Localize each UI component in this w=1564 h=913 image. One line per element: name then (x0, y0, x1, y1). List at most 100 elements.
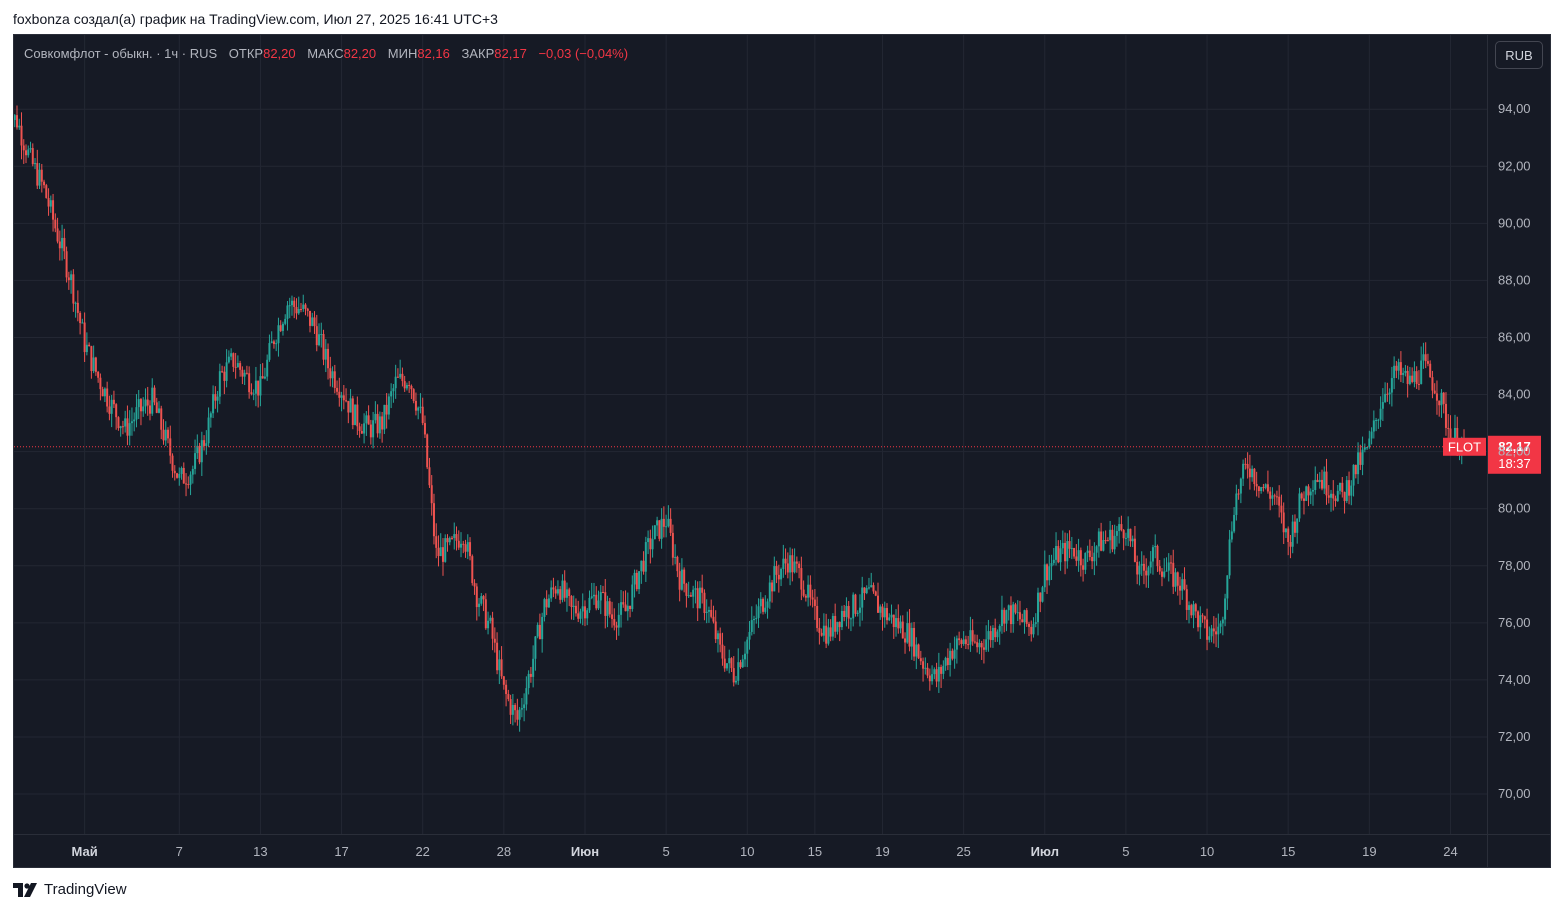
candle-body[interactable] (394, 376, 397, 389)
candle-body[interactable] (626, 605, 629, 612)
candle-body[interactable] (579, 611, 582, 619)
candle-body[interactable] (559, 589, 562, 600)
candle-body[interactable] (638, 571, 641, 590)
candle-body[interactable] (367, 415, 370, 425)
candle-body[interactable] (624, 604, 627, 612)
candle-body[interactable] (1066, 541, 1069, 562)
candle-body[interactable] (207, 417, 210, 444)
candle-body[interactable] (1366, 447, 1369, 449)
candle-body[interactable] (369, 424, 372, 438)
candle-body[interactable] (500, 659, 503, 677)
candle-body[interactable] (1280, 505, 1283, 513)
candle-body[interactable] (1284, 528, 1287, 533)
candle-body[interactable] (1429, 363, 1432, 378)
candle-body[interactable] (667, 518, 670, 527)
candle-body[interactable] (744, 653, 747, 660)
candle-body[interactable] (1311, 490, 1314, 492)
candle-body[interactable] (647, 538, 650, 543)
candle-body[interactable] (1163, 571, 1166, 577)
candle-body[interactable] (460, 543, 463, 548)
candle-body[interactable] (615, 625, 618, 628)
candle-body[interactable] (1106, 540, 1109, 542)
candle-body[interactable] (1131, 538, 1134, 542)
candle-body[interactable] (1287, 528, 1290, 543)
candle-body[interactable] (1354, 464, 1357, 475)
candle-body[interactable] (1088, 550, 1091, 557)
candle-body[interactable] (565, 589, 568, 598)
candle-body[interactable] (949, 650, 952, 666)
candle-body[interactable] (798, 563, 801, 569)
candle-body[interactable] (1115, 531, 1118, 536)
candle-body[interactable] (1406, 370, 1409, 384)
candle-body[interactable] (698, 587, 701, 609)
candle-body[interactable] (187, 484, 190, 486)
candle-body[interactable] (1379, 408, 1382, 420)
candle-body[interactable] (117, 417, 120, 429)
candle-body[interactable] (662, 518, 665, 527)
candle-body[interactable] (958, 638, 961, 641)
candle-body[interactable] (919, 658, 922, 662)
candle-body[interactable] (635, 572, 638, 590)
candle-body[interactable] (753, 618, 756, 621)
candle-body[interactable] (311, 317, 314, 326)
candle-body[interactable] (712, 616, 715, 622)
candle-body[interactable] (1228, 539, 1231, 576)
candle-body[interactable] (1091, 556, 1094, 562)
candle-body[interactable] (793, 561, 796, 573)
candle-body[interactable] (155, 402, 158, 413)
candle-body[interactable] (209, 413, 212, 418)
candle-body[interactable] (245, 372, 248, 374)
candle-body[interactable] (1140, 563, 1143, 566)
candle-body[interactable] (653, 525, 656, 540)
candle-body[interactable] (221, 371, 224, 373)
candle-body[interactable] (1426, 361, 1429, 364)
candle-body[interactable] (856, 612, 859, 614)
candle-body[interactable] (775, 566, 778, 575)
candle-body[interactable] (1413, 371, 1416, 382)
candle-body[interactable] (1147, 567, 1150, 576)
candle-body[interactable] (180, 467, 183, 474)
candle-body[interactable] (1435, 393, 1438, 401)
candle-body[interactable] (849, 618, 852, 620)
candle-body[interactable] (324, 348, 327, 360)
candle-body[interactable] (31, 148, 34, 165)
candle-body[interactable] (1248, 468, 1251, 478)
candle-body[interactable] (552, 587, 555, 590)
candle-body[interactable] (358, 426, 361, 431)
candle-body[interactable] (408, 384, 411, 386)
candle-body[interactable] (1021, 619, 1024, 623)
candle-body[interactable] (1384, 393, 1387, 403)
candle-body[interactable] (439, 547, 442, 557)
candle-body[interactable] (996, 631, 999, 638)
candle-body[interactable] (1444, 403, 1447, 428)
candle-body[interactable] (935, 669, 938, 682)
candle-body[interactable] (1359, 452, 1362, 465)
candle-body[interactable] (768, 582, 771, 602)
candle-body[interactable] (437, 547, 440, 557)
candle-body[interactable] (119, 426, 122, 429)
candle-body[interactable] (892, 614, 895, 628)
candle-body[interactable] (789, 555, 792, 573)
candle-body[interactable] (574, 605, 577, 614)
candle-body[interactable] (345, 400, 348, 402)
candle-body[interactable] (45, 185, 48, 198)
candle-body[interactable] (507, 694, 510, 700)
candle-body[interactable] (599, 592, 602, 601)
candle-body[interactable] (827, 627, 830, 644)
candle-body[interactable] (1293, 521, 1296, 533)
candle-body[interactable] (845, 605, 848, 617)
candle-body[interactable] (1077, 550, 1080, 561)
candle-body[interactable] (982, 647, 985, 650)
candle-body[interactable] (20, 125, 23, 146)
candle-body[interactable] (1048, 566, 1051, 581)
candle-body[interactable] (306, 308, 309, 311)
candle-body[interactable] (532, 658, 535, 677)
candle-body[interactable] (665, 526, 668, 528)
candle-body[interactable] (270, 341, 273, 344)
candle-body[interactable] (581, 606, 584, 612)
candle-body[interactable] (1203, 616, 1206, 620)
candle-body[interactable] (784, 558, 787, 564)
candle-body[interactable] (1156, 545, 1159, 567)
candle-body[interactable] (38, 169, 41, 186)
candle-body[interactable] (164, 429, 167, 441)
